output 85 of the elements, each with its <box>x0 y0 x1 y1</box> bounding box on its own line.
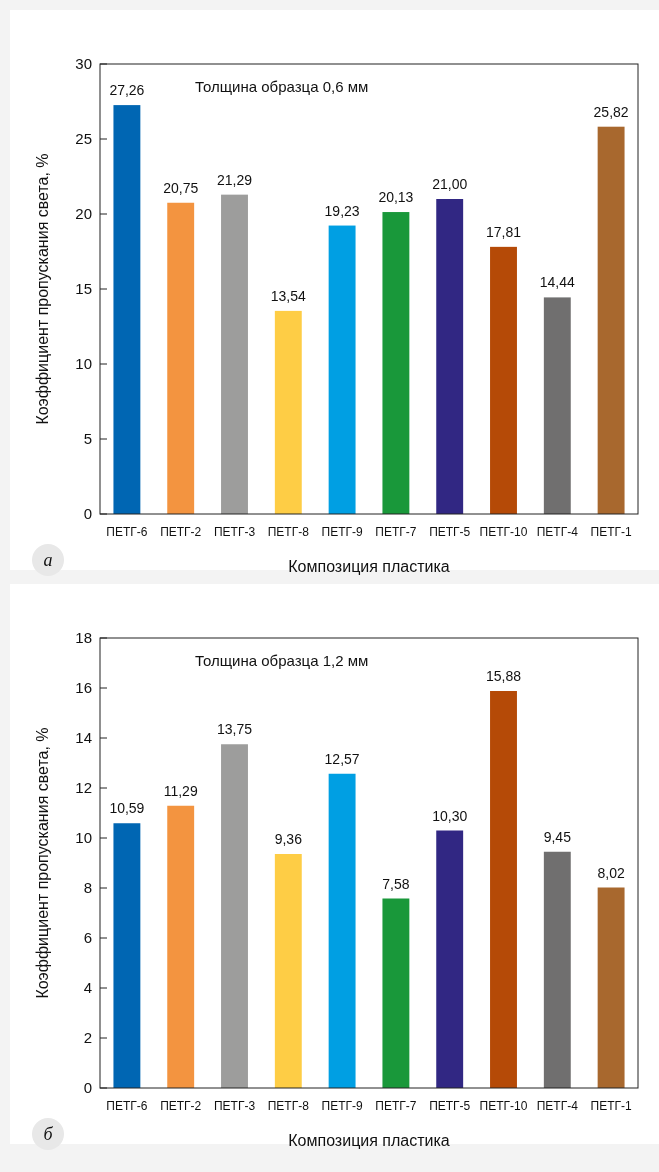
bar <box>221 194 248 514</box>
x-tick-label: ПЕТГ-5 <box>429 1099 471 1113</box>
bar <box>490 246 517 514</box>
x-tick-label: ПЕТГ-7 <box>375 1099 417 1113</box>
data-label: 8,02 <box>597 864 625 881</box>
bar <box>436 199 464 514</box>
x-axis-title: Композиция пластика <box>288 1132 450 1149</box>
y-tick-label: 6 <box>83 929 92 947</box>
y-tick-label: 8 <box>83 879 92 897</box>
x-axis-title: Композиция пластика <box>288 558 450 575</box>
data-label: 11,29 <box>163 782 198 799</box>
bar <box>328 773 356 1088</box>
bar <box>274 310 302 514</box>
x-tick-label: ПЕТГ-5 <box>429 525 471 539</box>
x-tick-label: ПЕТГ-10 <box>479 525 528 539</box>
data-label: 25,82 <box>593 103 629 120</box>
y-tick-label: 10 <box>75 355 92 373</box>
bar <box>543 851 571 1088</box>
bar <box>597 126 625 514</box>
bar <box>328 225 356 514</box>
x-tick-label: ПЕТГ-1 <box>590 525 632 539</box>
data-label: 21,29 <box>216 171 253 188</box>
data-label: 10,59 <box>109 800 145 817</box>
y-tick-label: 14 <box>75 729 92 747</box>
bar <box>382 898 410 1088</box>
annotation: Толщина образца 0,6 мм <box>195 78 369 95</box>
x-tick-label: ПЕТГ-3 <box>213 525 256 539</box>
bar <box>167 805 195 1088</box>
x-tick-label: ПЕТГ-8 <box>267 525 310 539</box>
y-tick-label: 30 <box>75 55 92 73</box>
x-tick-label: ПЕТГ-9 <box>321 1099 363 1113</box>
data-label: 13,54 <box>270 287 307 304</box>
data-label: 12,57 <box>324 750 360 767</box>
y-tick-label: 16 <box>75 679 92 697</box>
x-tick-label: ПЕТГ-6 <box>106 1099 148 1113</box>
bar <box>597 887 625 1088</box>
data-label: 15,88 <box>485 668 522 684</box>
y-tick-label: 18 <box>75 629 92 647</box>
text: б <box>43 1124 54 1145</box>
data-label: 9,36 <box>274 831 303 847</box>
annotation: Толщина образца 1,2 мм <box>195 652 369 669</box>
y-axis-title: Коэффициент пропускания света, % <box>34 153 51 425</box>
bar <box>382 212 410 514</box>
x-tick-label: ПЕТГ-10 <box>479 1099 528 1113</box>
x-tick-label: ПЕТГ-3 <box>213 1099 256 1113</box>
x-tick-label: ПЕТГ-7 <box>375 525 417 539</box>
y-tick-label: 12 <box>75 779 92 797</box>
x-tick-label: ПЕТГ-2 <box>160 525 202 539</box>
y-tick-label: 0 <box>83 1079 92 1097</box>
y-tick-label: 4 <box>83 979 92 997</box>
data-label: 17,81 <box>485 223 522 240</box>
y-tick-label: 20 <box>75 205 92 223</box>
bar <box>543 297 571 514</box>
y-tick-label: 2 <box>83 1029 92 1047</box>
y-tick-label: 0 <box>83 505 92 523</box>
data-label: 21,00 <box>432 176 468 192</box>
data-label: 13,75 <box>216 721 253 738</box>
x-tick-label: ПЕТГ-2 <box>160 1099 202 1113</box>
data-label: 20,13 <box>378 189 414 206</box>
bar <box>436 830 464 1088</box>
y-axis-title: Коэффициент пропускания света, % <box>34 727 51 999</box>
y-tick-label: 25 <box>75 130 92 148</box>
x-tick-label: ПЕТГ-9 <box>321 525 363 539</box>
text: а <box>43 550 53 571</box>
x-tick-label: ПЕТГ-1 <box>590 1099 632 1113</box>
data-label: 9,45 <box>543 828 572 845</box>
bar <box>167 202 195 514</box>
y-tick-label: 10 <box>75 829 92 847</box>
data-label: 20,75 <box>163 179 199 196</box>
data-label: 19,23 <box>324 202 360 219</box>
x-tick-label: ПЕТГ-6 <box>106 525 148 539</box>
bar <box>113 823 141 1088</box>
data-label: 14,44 <box>539 274 576 291</box>
bar <box>490 691 517 1088</box>
data-label: 7,58 <box>382 875 410 892</box>
x-tick-label: ПЕТГ-4 <box>536 1099 579 1113</box>
y-tick-label: 15 <box>75 280 92 298</box>
y-tick-label: 5 <box>83 430 92 448</box>
bar <box>221 744 248 1088</box>
data-label: 10,30 <box>432 807 468 824</box>
bar <box>113 105 141 514</box>
bar <box>274 854 302 1088</box>
x-tick-label: ПЕТГ-4 <box>536 525 579 539</box>
data-label: 27,26 <box>109 82 145 99</box>
x-tick-label: ПЕТГ-8 <box>267 1099 310 1113</box>
